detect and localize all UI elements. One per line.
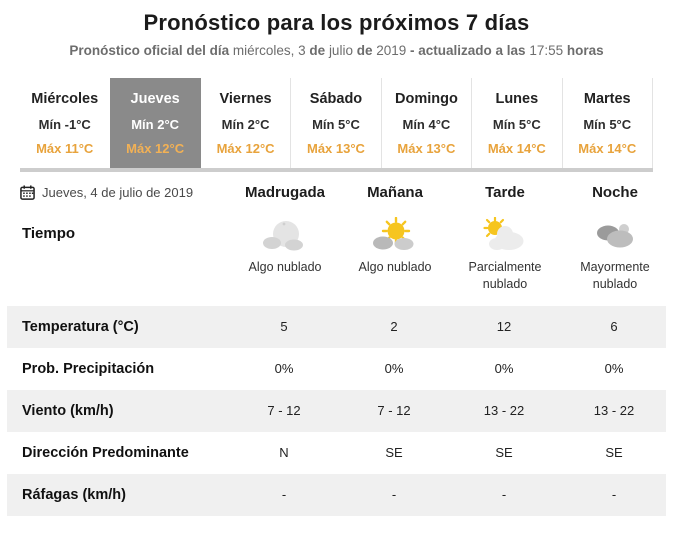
subtitle-segment: de (356, 43, 377, 58)
condition-label: Algo nublado (248, 260, 322, 274)
table-row-rafagas: Ráfagas (km/h) - - - - (7, 473, 666, 516)
detail-header-row: Jueves, 4 de julio de 2019 Madrugada Mañ… (8, 184, 673, 201)
day-tab-label: Jueves (130, 91, 180, 107)
day-tab-max: Máx 11°C (36, 141, 94, 156)
day-tab-max: Máx 14°C (578, 141, 637, 156)
day-tab-max: Máx 12°C (216, 141, 275, 156)
day-tab-label: Viernes (219, 91, 272, 107)
table-row-temperatura: Temperatura (°C) 5 2 12 6 (7, 305, 666, 348)
day-tab-min: Mín -1°C (38, 117, 91, 132)
day-tab-min: Mín 2°C (131, 117, 180, 132)
table-row-viento: Viento (km/h) 7 - 12 7 - 12 13 - 22 13 -… (7, 389, 666, 432)
subtitle-segment: - actualizado a las (410, 43, 530, 58)
row-value: 13 - 22 (593, 403, 635, 419)
row-value: N (279, 445, 289, 461)
day-tab-label: Sábado (309, 91, 363, 107)
weather-row-label: Tiempo (22, 225, 76, 242)
row-label: Temperatura (°C) (22, 318, 139, 335)
row-value: 0% (494, 361, 514, 377)
subtitle-segment: Pronóstico oficial del día (69, 43, 233, 58)
subtitle-segment: 2019 (376, 43, 411, 58)
condition-label: Mayormente nublado (580, 260, 650, 291)
forecast-table: Temperatura (°C) 5 2 12 6 Prob. Precipit… (0, 305, 673, 516)
day-tab-label: Martes (583, 91, 631, 107)
condition-tarde: Parcialmente nublado (450, 217, 560, 293)
row-value: 13 - 22 (483, 403, 525, 419)
day-tab-label: Domingo (394, 91, 458, 107)
day-tab-max: Máx 13°C (397, 141, 456, 156)
weather-conditions-row: Tiempo Algo nublado (8, 217, 673, 293)
day-tab-sabado[interactable]: Sábado Mín 5°C Máx 13°C (291, 78, 382, 168)
day-tab-max: Máx 14°C (487, 141, 546, 156)
period-header-tarde: Tarde (485, 184, 525, 201)
period-header-manana: Mañana (367, 184, 423, 201)
row-value: 5 (280, 319, 288, 335)
sun-clouds-icon (373, 217, 414, 250)
day-tab-min: Mín 5°C (312, 117, 360, 132)
row-label: Viento (km/h) (22, 402, 114, 419)
subtitle-segment: horas (566, 43, 604, 58)
day-tab-min: Mín 5°C (492, 117, 541, 132)
day-tab-miercoles[interactable]: Miércoles Mín -1°C Máx 11°C (20, 78, 110, 168)
row-value: 7 - 12 (377, 403, 411, 419)
row-label: Prob. Precipitación (22, 360, 155, 377)
row-value: 6 (610, 319, 618, 335)
condition-noche: Mayormente nublado (560, 217, 670, 293)
row-value: SE (605, 445, 623, 461)
row-value: - (391, 487, 397, 503)
row-value: 2 (390, 319, 398, 335)
row-value: - (281, 487, 287, 503)
condition-label: Algo nublado (358, 260, 432, 274)
day-tab-min: Mín 5°C (583, 117, 632, 132)
page-title: Pronóstico para los próximos 7 días (143, 10, 530, 35)
row-label: Ráfagas (km/h) (22, 486, 126, 503)
clouds-icon (597, 224, 633, 248)
subtitle-segment: miércoles, 3 (232, 43, 310, 58)
day-tab-max: Máx 13°C (307, 141, 365, 156)
period-header-madrugada: Madrugada (244, 184, 325, 201)
moon-clouds-icon (263, 221, 303, 251)
selected-date: Jueves, 4 de julio de 2019 (8, 185, 230, 200)
table-row-precipitacion: Prob. Precipitación 0% 0% 0% 0% (7, 348, 666, 390)
day-tab-lunes[interactable]: Lunes Mín 5°C Máx 14°C (472, 78, 563, 168)
day-tab-label: Lunes (495, 91, 539, 107)
row-value: SE (385, 445, 403, 461)
day-tab-label: Miércoles (31, 91, 99, 107)
selected-date-label: Jueves, 4 de julio de 2019 (42, 185, 194, 200)
condition-label: Parcialmente nublado (468, 260, 542, 291)
period-header-noche: Noche (592, 184, 638, 201)
sun-behind-cloud-icon (483, 217, 524, 250)
day-tab-domingo[interactable]: Domingo Mín 4°C Máx 13°C (382, 78, 473, 168)
subtitle-segment: julio (328, 43, 357, 58)
day-tab-max: Máx 12°C (126, 141, 185, 156)
row-value: 0% (274, 361, 294, 377)
day-tab-bar: Miércoles Mín -1°C Máx 11°C Jueves Mín 2… (20, 78, 653, 172)
day-tab-min: Mín 2°C (221, 117, 270, 132)
day-tab-min: Mín 4°C (402, 117, 451, 132)
day-tab-martes[interactable]: Martes Mín 5°C Máx 14°C (563, 78, 653, 168)
row-value: 0% (604, 361, 624, 377)
row-value: - (501, 487, 507, 503)
row-value: SE (495, 445, 513, 461)
row-value: - (611, 487, 617, 503)
table-row-direccion: Dirección Predominante N SE SE SE (7, 432, 666, 474)
condition-manana: Algo nublado (340, 217, 450, 293)
day-tab-jueves[interactable]: Jueves Mín 2°C Máx 12°C (110, 78, 201, 168)
row-value: 7 - 12 (267, 403, 301, 419)
row-value: 12 (496, 319, 512, 335)
row-value: 0% (384, 361, 404, 377)
row-label: Dirección Predominante (22, 444, 189, 461)
subtitle-segment: 17:55 (529, 43, 567, 58)
calendar-icon (20, 185, 35, 200)
condition-madrugada: Algo nublado (230, 217, 340, 293)
subtitle-segment: de (309, 43, 329, 58)
day-tab-viernes[interactable]: Viernes Mín 2°C Máx 12°C (201, 78, 292, 168)
forecast-subtitle: Pronóstico oficial del día miércoles, 3 … (0, 43, 673, 58)
